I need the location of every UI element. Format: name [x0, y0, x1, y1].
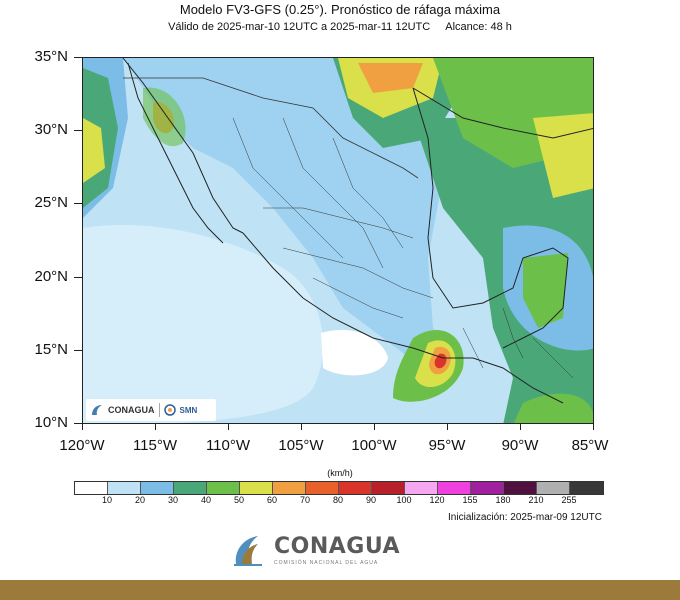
pacific-coastline	[122, 58, 244, 234]
legend-colorbar	[74, 481, 604, 495]
colorbar-segment	[306, 482, 339, 494]
lat-label: 25°N	[34, 194, 68, 211]
colorbar-segment	[75, 482, 108, 494]
baja-green-area	[143, 87, 186, 147]
colorbar-tick-label: 80	[332, 495, 343, 505]
lon-tick	[374, 424, 375, 430]
lat-label: 20°N	[34, 268, 68, 285]
wind-gust-map	[82, 57, 594, 424]
colorbar-tick-label: 210	[528, 495, 544, 505]
colorbar-tick-label: 70	[299, 495, 310, 505]
lon-tick	[155, 424, 156, 430]
lon-label: 85°W	[571, 437, 609, 454]
lon-label: 90°W	[501, 437, 539, 454]
north-orange-area	[358, 63, 423, 93]
valid-period: Válido de 2025-mar-10 12UTC a 2025-mar-1…	[168, 21, 431, 33]
lat-tick	[74, 57, 82, 58]
brand-name: CONAGUA	[274, 534, 401, 559]
conagua-logo-icon	[234, 536, 262, 566]
lat-tick	[74, 423, 82, 424]
colorbar-tick-label: 10	[101, 495, 112, 505]
east-yellow-area	[533, 113, 593, 198]
initialization-time: Inicialización: 2025-mar-09 12UTC	[448, 512, 602, 523]
colorbar-segment	[537, 482, 570, 494]
colorbar-tick-label: 180	[495, 495, 511, 505]
lon-tick	[228, 424, 229, 430]
colorbar-segment	[405, 482, 438, 494]
state-borders	[232, 117, 574, 379]
map-title: Modelo FV3-GFS (0.25°). Pronóstico de rá…	[179, 2, 501, 17]
colorbar-tick-label: 90	[365, 495, 376, 505]
smn-icon	[163, 404, 176, 416]
colorbar-tick-label: 40	[200, 495, 211, 505]
colorbar-tick-label: 60	[266, 495, 277, 505]
colorbar-segment	[174, 482, 207, 494]
lon-label: 110°W	[205, 437, 251, 454]
colorbar-segment	[438, 482, 471, 494]
pacific-yellow-area	[83, 118, 105, 183]
lat-tick	[74, 350, 82, 351]
lon-tick	[447, 424, 448, 430]
pacific-light-area	[83, 224, 323, 423]
lat-label: 35°N	[34, 48, 68, 65]
south-green-area	[513, 393, 593, 423]
lat-label: 30°N	[34, 121, 68, 138]
tehuantepec-red-area	[434, 353, 447, 369]
colorbar-segment	[504, 482, 537, 494]
colorbar-tick-label: 100	[396, 495, 412, 505]
us-mexico-border	[123, 77, 419, 179]
lat-tick	[74, 203, 82, 204]
lat-tick	[74, 277, 82, 278]
lon-tick	[82, 424, 83, 430]
lat-tick	[74, 130, 82, 131]
logo-divider	[158, 403, 160, 417]
map-svg	[83, 58, 593, 423]
colorbar-segment	[207, 482, 240, 494]
lat-label: 15°N	[34, 341, 68, 358]
colorbar-segment	[240, 482, 273, 494]
lat-label: 10°N	[34, 414, 68, 431]
south-coastline	[242, 232, 564, 404]
lon-tick	[301, 424, 302, 430]
forecast-range: Alcance: 48 h	[445, 21, 512, 33]
us-gulf-coastline	[412, 87, 593, 139]
lon-label: 105°W	[278, 437, 324, 454]
colorbar-tick-label: 30	[167, 495, 178, 505]
lon-tick	[520, 424, 521, 430]
lon-label: 120°W	[59, 437, 105, 454]
colorbar-segment	[108, 482, 141, 494]
colorbar-tick-label: 120	[429, 495, 445, 505]
colorbar-segment	[570, 482, 603, 494]
lon-label: 115°W	[132, 437, 178, 454]
conagua-small-name: CONAGUA	[108, 405, 155, 415]
colorbar-tick-label: 20	[134, 495, 145, 505]
conagua-smn-logo: CONAGUA SMN	[86, 399, 216, 421]
colorbar-tick-label: 50	[233, 495, 244, 505]
baja-coastline	[127, 62, 224, 244]
conagua-small-icon	[92, 405, 102, 415]
lon-label: 100°W	[351, 437, 397, 454]
colorbar-tick-label: 255	[561, 495, 577, 505]
colorbar-tick-label: 155	[462, 495, 478, 505]
smn-name: SMN	[179, 405, 198, 415]
colorbar-segment	[471, 482, 504, 494]
lon-label: 95°W	[428, 437, 466, 454]
colorbar-segment	[339, 482, 372, 494]
gulf-coastline	[412, 87, 569, 349]
lon-tick	[593, 424, 594, 430]
brand-subtitle: COMISIÓN NACIONAL DEL AGUA	[274, 560, 379, 566]
colorbar-segment	[273, 482, 306, 494]
legend-units: (km/h)	[327, 468, 353, 478]
conagua-brand: CONAGUA COMISIÓN NACIONAL DEL AGUA	[230, 532, 400, 568]
map-subtitle: Válido de 2025-mar-10 12UTC a 2025-mar-1…	[0, 21, 680, 33]
calm-white-area	[321, 329, 388, 376]
colorbar-segment	[141, 482, 174, 494]
yucatan-green-area	[523, 253, 568, 328]
brand-text: CONAGUA COMISIÓN NACIONAL DEL AGUA	[274, 534, 400, 566]
footer-bar	[0, 580, 680, 600]
colorbar-segment	[372, 482, 405, 494]
